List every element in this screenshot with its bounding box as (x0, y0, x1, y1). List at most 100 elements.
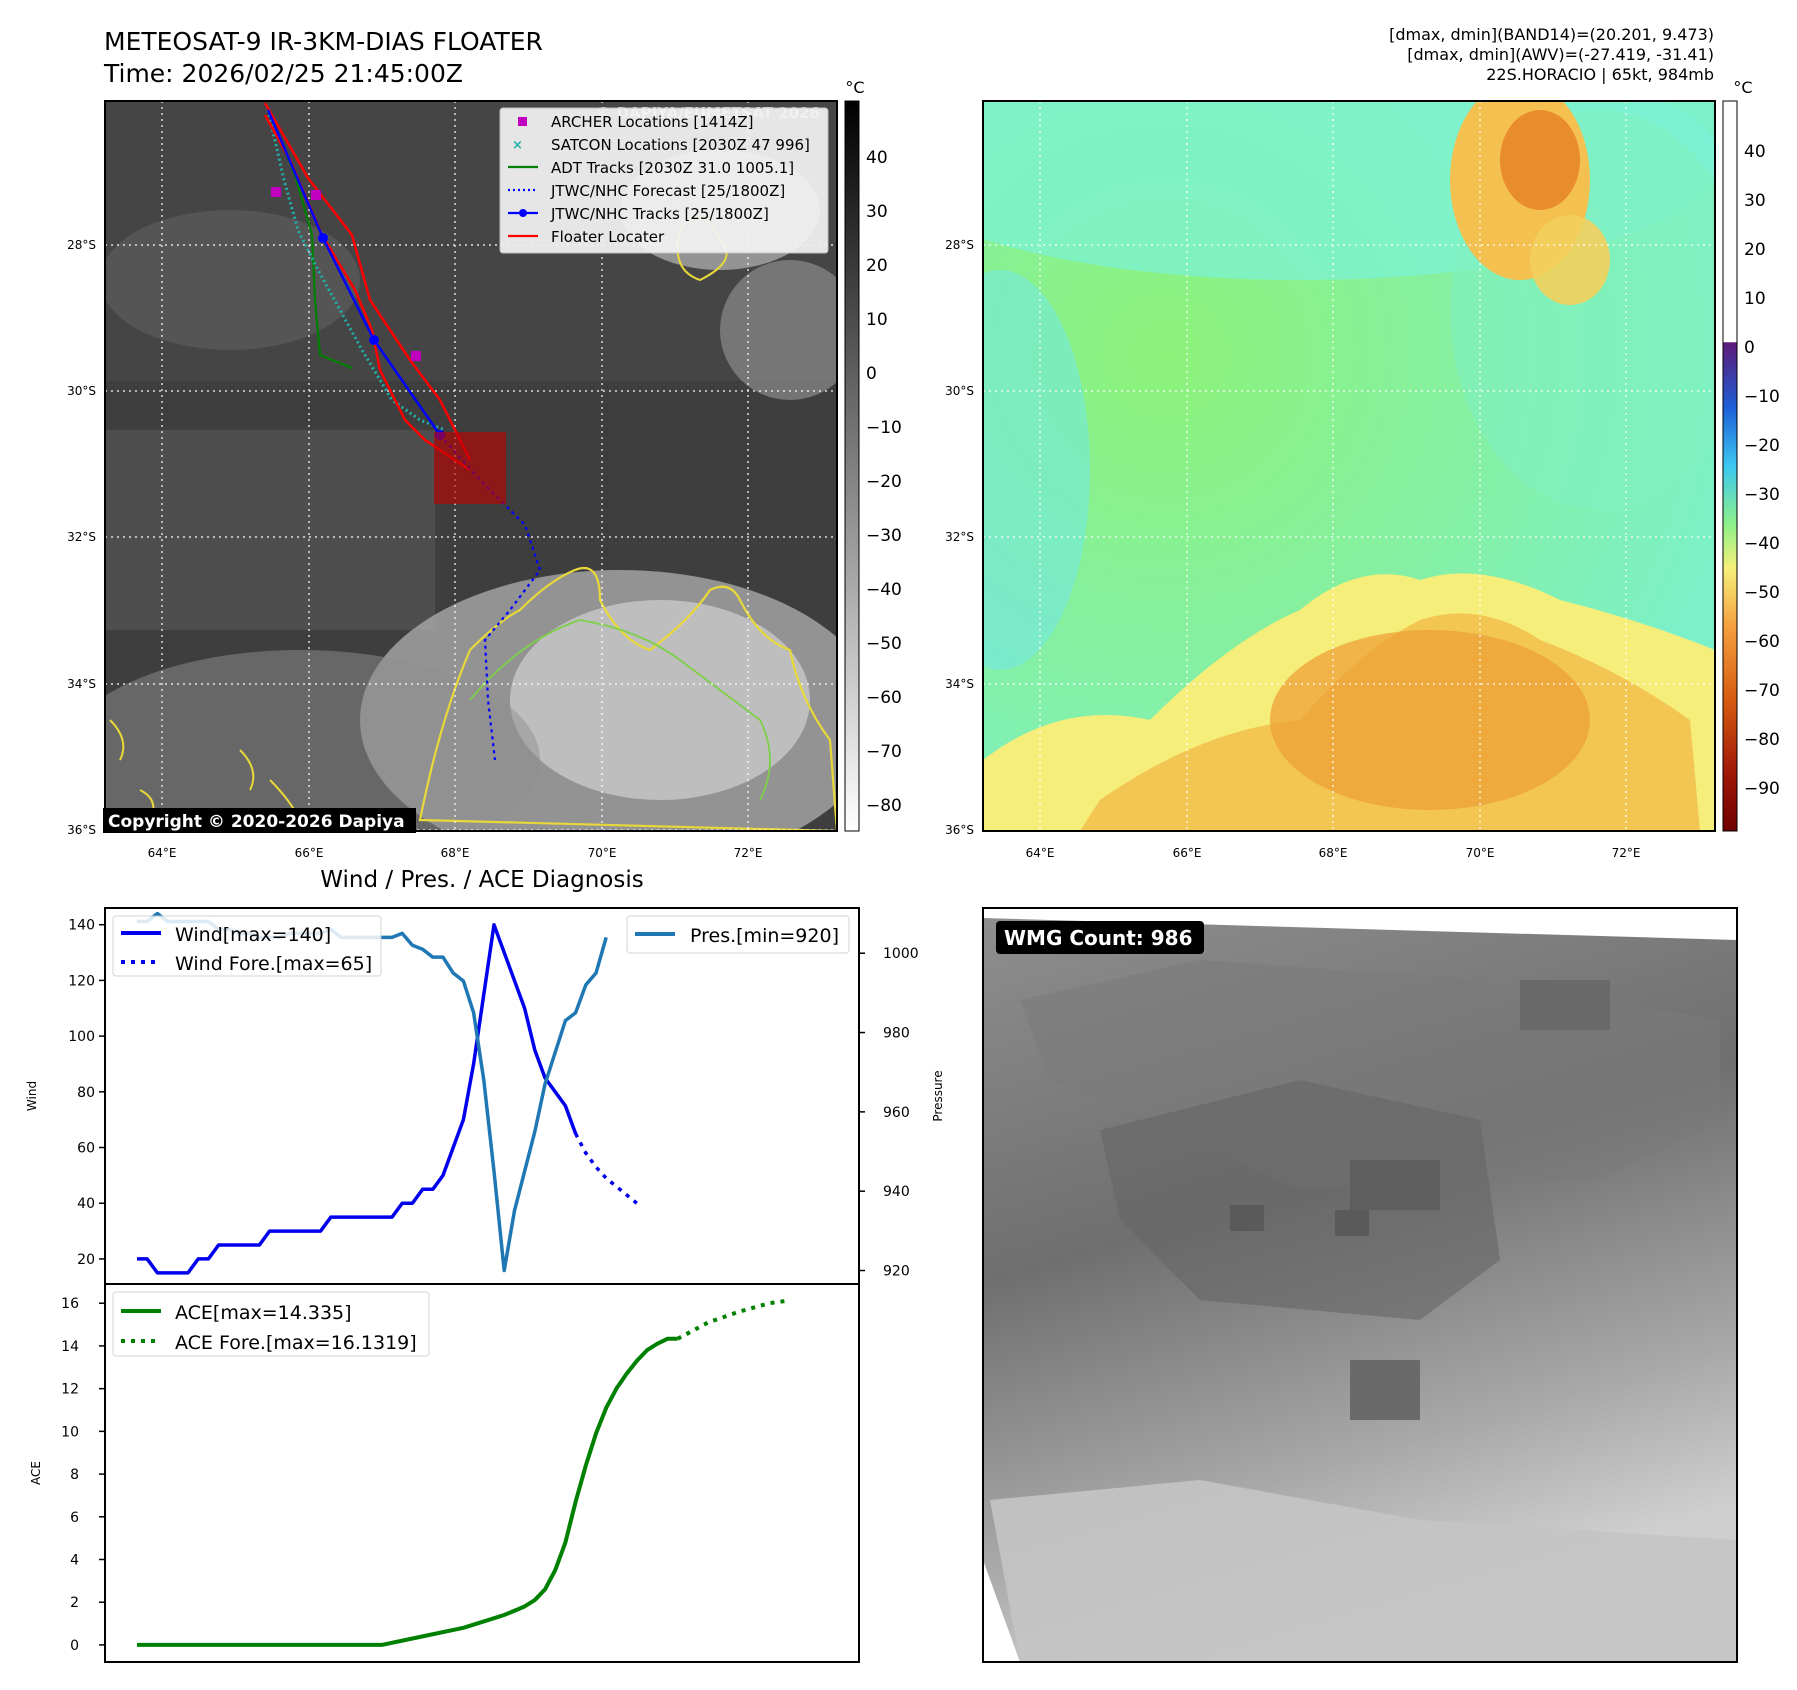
ir-lon-label: 68°E (441, 846, 470, 860)
wind-legend: Wind[max=140] Wind Fore.[max=65] (112, 915, 382, 977)
satcon-track (266, 109, 446, 432)
ir-tick: 10 (866, 310, 888, 330)
awv-lon-label: 72°E (1612, 846, 1641, 860)
floater-box (434, 432, 506, 504)
ir-lon-label: 64°E (148, 846, 177, 860)
ir-tick: −30 (866, 526, 902, 546)
legend-archer-icon (518, 117, 527, 126)
ir-lon-label: 70°E (588, 846, 617, 860)
ace-legend-label: ACE[max=14.335] (175, 1302, 352, 1324)
pres-legend-label: Pres.[min=920] (690, 925, 839, 947)
pressure-tick-label: 920 (883, 1264, 910, 1280)
ace-line (137, 1336, 678, 1647)
ir-tick: 40 (866, 148, 888, 168)
archer-marker (271, 187, 281, 197)
awv-lat-label: 32°S (945, 530, 974, 544)
floater-track (263, 102, 472, 461)
awv-tick: 40 (1744, 142, 1766, 162)
pressure-tick-label: 960 (883, 1105, 910, 1121)
awv-lat-label: 36°S (945, 823, 974, 837)
ace-tick-label: 16 (61, 1296, 79, 1312)
awv-lon-label: 66°E (1173, 846, 1202, 860)
awv-lon-label: 64°E (1026, 846, 1055, 860)
wmg-count: WMG Count: 986 (1004, 926, 1193, 950)
ace-tick-label: 4 (70, 1552, 79, 1568)
jtwc-track (266, 109, 442, 436)
ir-lat-label: 28°S (67, 238, 96, 252)
ir-map: © DAPIYA/EUMETSAT 2026 28°S 30°S 32°S 34… (67, 100, 838, 860)
ir-lon-label: 66°E (295, 846, 324, 860)
jtwc-track-point (318, 233, 328, 243)
ir-colorbar-ticks: 40 30 20 10 0 −10 −20 −30 −40 −50 −60 −7… (866, 148, 902, 816)
figure-title: METEOSAT-9 IR-3KM-DIAS FLOATER (104, 27, 543, 56)
ace-tick-label: 8 (70, 1467, 79, 1483)
ir-tick: 20 (866, 256, 888, 276)
awv-tick: −60 (1744, 632, 1780, 652)
legend-label: ADT Tracks [2030Z 31.0 1005.1] (551, 159, 794, 177)
legend-label: JTWC/NHC Tracks [25/1800Z] (550, 205, 769, 223)
awv-colorbar: °C 40 30 20 10 0 −10 −20 −30 −40 −50 −60… (1722, 78, 1780, 832)
figure-time: Time: 2026/02/25 21:45:00Z (103, 59, 463, 88)
awv-tick: 20 (1744, 240, 1766, 260)
ir-lat-label: 30°S (67, 384, 96, 398)
archer-marker (311, 190, 321, 200)
awv-lon-label: 68°E (1319, 846, 1348, 860)
wind-tick-label: 120 (68, 973, 95, 989)
wind-fore-legend-label: Wind Fore.[max=65] (175, 953, 372, 975)
awv-tick: −30 (1744, 485, 1780, 505)
ace-fore-legend-label: ACE Fore.[max=16.1319] (175, 1332, 417, 1354)
wind-tick-label: 140 (68, 918, 95, 934)
band-stats: [dmax, dmin](BAND14)=(20.201, 9.473) (1389, 25, 1714, 44)
wind-legend-label: Wind[max=140] (175, 924, 331, 946)
ir-tick: −50 (866, 634, 902, 654)
ir-lat-label: 36°S (67, 823, 96, 837)
awv-tick: −80 (1744, 730, 1780, 750)
ir-lat-label: 34°S (67, 677, 96, 691)
wind-tick-label: 20 (77, 1252, 95, 1268)
wind-forecast-line (574, 1132, 638, 1205)
ir-tick: 0 (866, 364, 877, 384)
awv-lon-label: 70°E (1466, 846, 1495, 860)
awv-stats: [dmax, dmin](AWV)=(-27.419, -31.41) (1407, 45, 1714, 64)
ir-tick: −10 (866, 418, 902, 438)
ace-tick-label: 10 (61, 1424, 79, 1440)
pressure-axis-label: Pressure (931, 1070, 945, 1121)
ace-panel: 0 2 4 6 8 10 12 14 16 ACE ACE[max=14.335] ACE Fo… (29, 1283, 860, 1663)
diagnosis-title: Wind / Pres. / ACE Diagnosis (320, 867, 643, 893)
legend-label: SATCON Locations [2030Z 47 996] (551, 136, 810, 154)
awv-map: 28°S 30°S 32°S 34°S 36°S 64°E 66°E 68°E … (945, 100, 1716, 860)
legend-label: Floater Locater (551, 228, 665, 246)
wind-line (137, 922, 578, 1275)
awv-tick: 30 (1744, 191, 1766, 211)
awv-tick: −40 (1744, 534, 1780, 554)
ir-tick: −70 (866, 742, 902, 762)
wmg-count-box (996, 921, 1204, 954)
ace-axis-label: ACE (29, 1461, 43, 1485)
ace-legend: ACE[max=14.335] ACE Fore.[max=16.1319] (112, 1291, 430, 1357)
wind-tick-label: 100 (68, 1029, 95, 1045)
awv-lat-label: 28°S (945, 238, 974, 252)
ace-tick-label: 0 (70, 1638, 79, 1654)
awv-tick: 10 (1744, 289, 1766, 309)
awv-lat-label: 34°S (945, 677, 974, 691)
ir-lat-label: 32°S (67, 530, 96, 544)
ir-tick: −80 (866, 796, 902, 816)
ace-tick-label: 2 (70, 1595, 79, 1611)
pressure-tick-label: 980 (883, 1026, 910, 1042)
wind-tick-label: 80 (77, 1085, 95, 1101)
ir-tick: 30 (866, 202, 888, 222)
awv-tick: −50 (1744, 583, 1780, 603)
awv-lat-label: 30°S (945, 384, 974, 398)
ir-colorbar-unit: °C (845, 78, 864, 97)
copyright: Copyright © 2020-2026 Dapiya (108, 812, 405, 832)
wind-tick-label: 40 (77, 1196, 95, 1212)
ir-lon-label: 72°E (734, 846, 763, 860)
legend-satcon-icon: × (512, 138, 523, 153)
ace-tick-label: 12 (61, 1382, 79, 1398)
pres-legend: Pres.[min=920] (626, 915, 850, 954)
ir-tick: −20 (866, 472, 902, 492)
jtwc-track-point (369, 335, 379, 345)
ir-colorbar: °C 40 30 20 10 0 −10 −20 −30 −40 −50 −60… (844, 78, 902, 832)
legend-label: JTWC/NHC Forecast [25/1800Z] (550, 182, 785, 200)
